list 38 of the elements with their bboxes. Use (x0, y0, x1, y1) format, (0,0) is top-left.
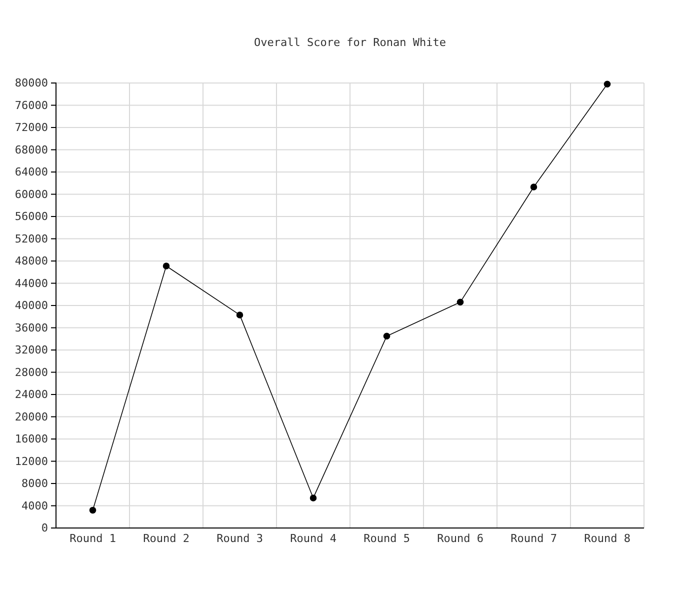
y-tick-label: 60000 (14, 188, 48, 201)
point (310, 494, 317, 502)
y-tick-label: 80000 (14, 76, 48, 90)
x-tick-label: Round 3 (216, 532, 263, 545)
x-tick-label: Round 1 (70, 532, 116, 545)
point (383, 332, 390, 340)
y-tick-label: 44000 (14, 276, 48, 290)
point (456, 298, 464, 306)
y-tick-label: 40000 (14, 299, 48, 312)
y-tick-label: 72000 (14, 121, 48, 134)
y-tick-label: 4000 (22, 499, 48, 512)
y-tick-label: 28000 (14, 366, 48, 379)
y-tick-label: 64000 (14, 166, 48, 179)
y-tick-label: 56000 (14, 210, 48, 224)
x-tick-label: Round 4 (290, 532, 337, 545)
y-tick-label: 48000 (14, 254, 48, 268)
x-tick-label: Round 7 (510, 532, 557, 545)
point (89, 506, 96, 514)
point (530, 184, 538, 190)
y-tick-label: 8000 (22, 477, 48, 490)
x-tick-label: Round 5 (364, 532, 410, 545)
x-tick-label: Round 8 (584, 532, 630, 545)
y-tick-label: 36000 (14, 321, 48, 334)
chart-title: Overall Score for Ronan White (254, 36, 446, 49)
x-tick-label: Round 2 (143, 532, 190, 545)
x-tick-label: Round 6 (437, 532, 484, 545)
y-tick-label: 16000 (14, 432, 48, 446)
y-tick-label: 12000 (14, 454, 48, 468)
y-tick-label: 24000 (14, 388, 48, 402)
point (162, 262, 170, 270)
y-tick-label: 68000 (14, 143, 48, 156)
point (236, 312, 244, 318)
y-tick-label: 52000 (14, 232, 48, 246)
y-tick-label: 0 (41, 522, 48, 535)
y-tick-label: 32000 (14, 344, 48, 357)
y-tick-label: 20000 (14, 410, 48, 424)
point (604, 80, 611, 88)
y-tick-label: 76000 (14, 98, 48, 112)
